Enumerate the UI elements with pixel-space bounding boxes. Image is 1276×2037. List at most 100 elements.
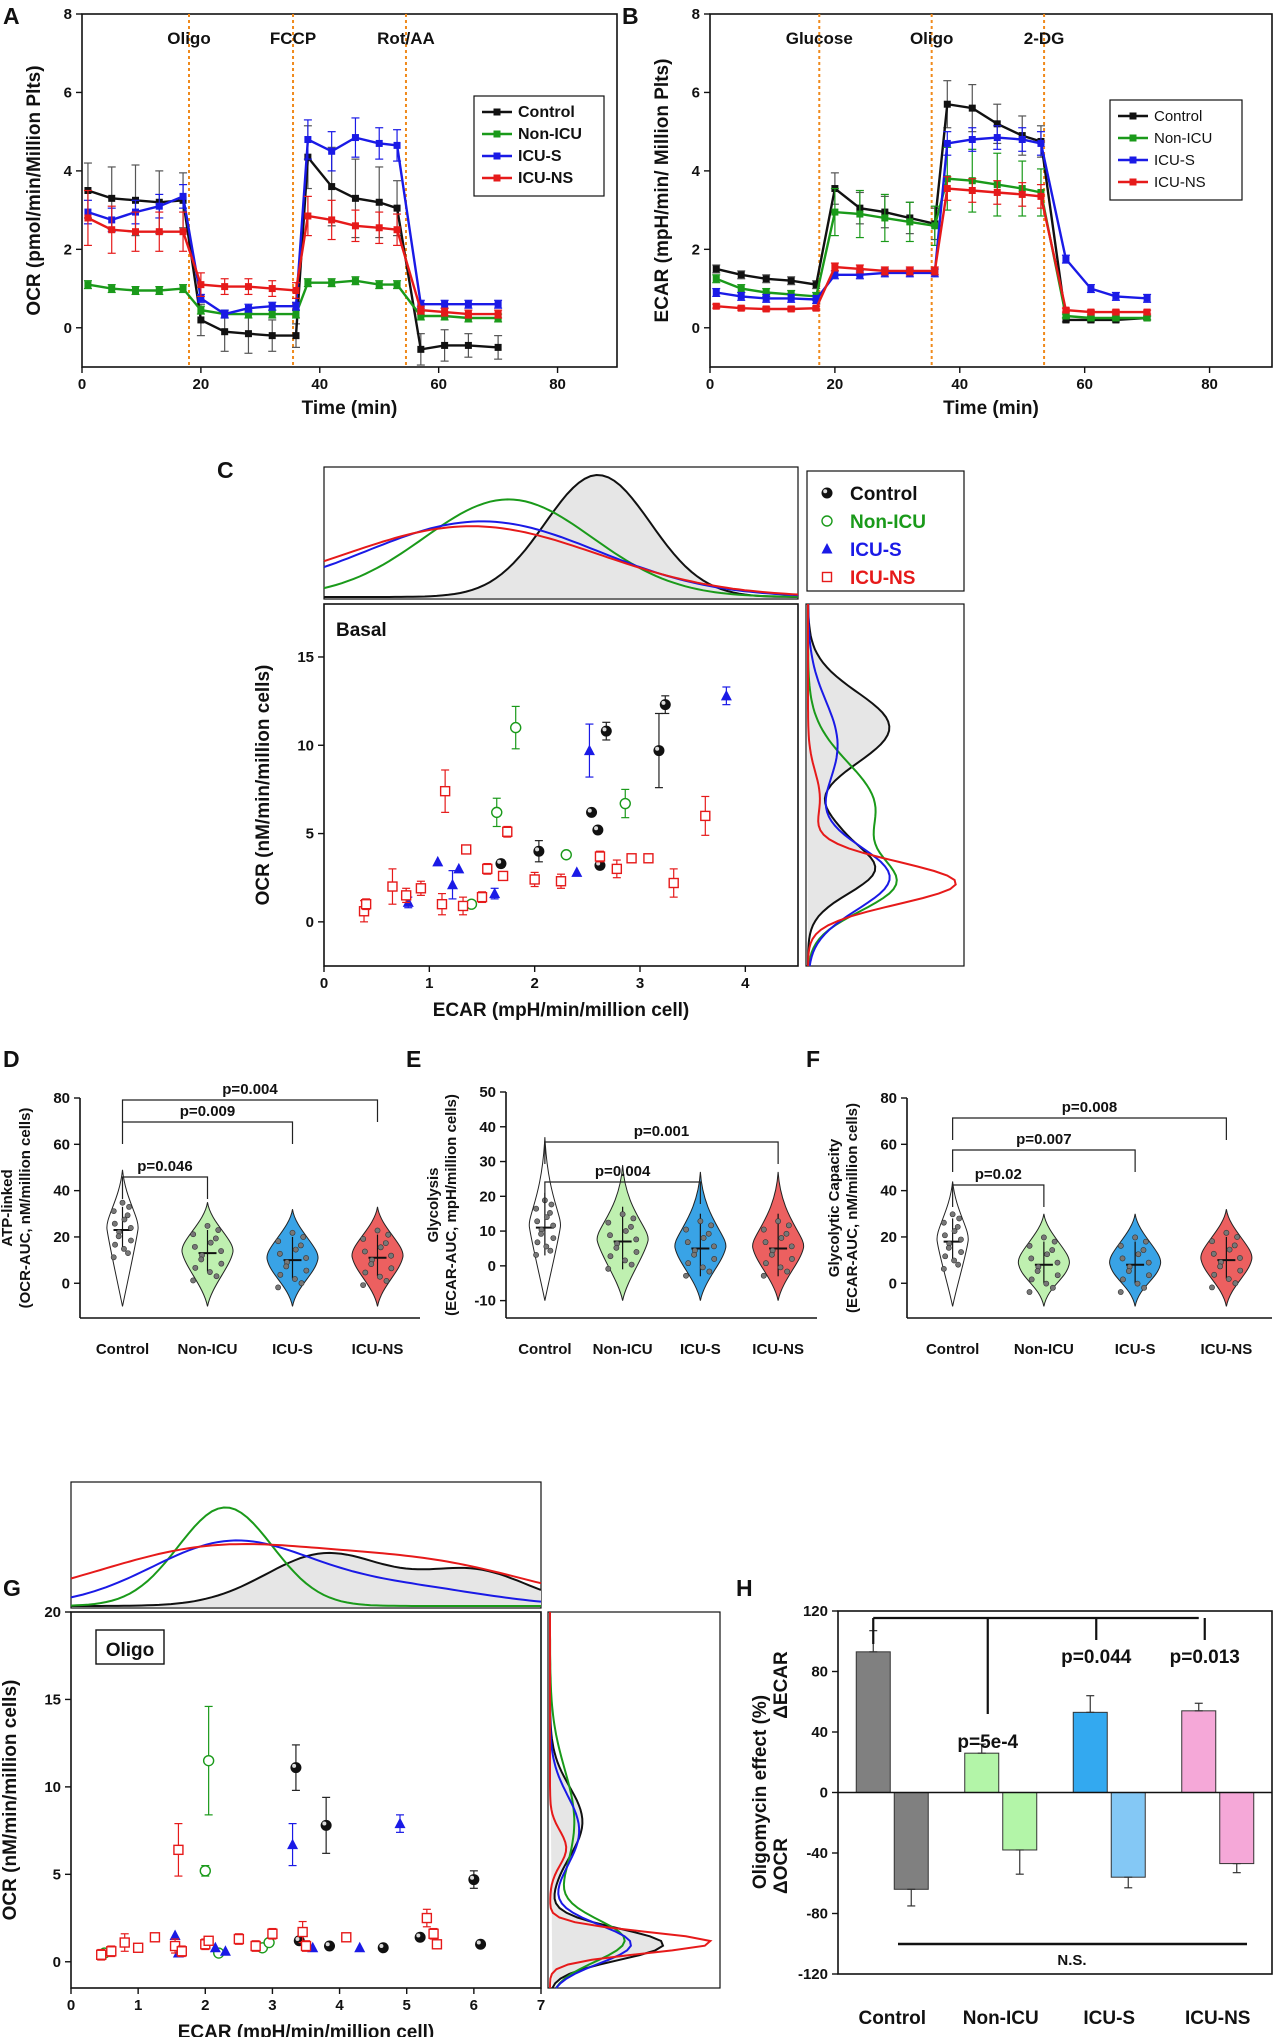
top-density-curve <box>70 1542 542 1585</box>
data-point <box>668 877 679 889</box>
panel-c-xtick-label: 3 <box>636 975 644 992</box>
violin-point <box>684 1239 691 1246</box>
violin-point <box>1142 1238 1149 1245</box>
violin-point <box>362 1269 369 1276</box>
data-point <box>324 1940 335 1952</box>
data-point <box>244 310 252 318</box>
data-point-highlight <box>416 1933 421 1938</box>
violin-point <box>1054 1272 1061 1279</box>
data-point <box>993 134 1001 142</box>
violin-point <box>548 1201 555 1208</box>
data-point <box>453 862 465 874</box>
data-point <box>203 1935 214 1946</box>
category-label: Control <box>96 1341 149 1358</box>
panel-b-ytick-label: 6 <box>692 84 700 101</box>
data-point <box>132 1942 144 1953</box>
violin-point <box>1026 1289 1033 1295</box>
legend-marker-highlight <box>823 489 828 494</box>
panel-b-ytick-label: 2 <box>692 241 700 258</box>
ns-label: N.S. <box>1057 1952 1086 1969</box>
data-point <box>439 785 451 797</box>
violin-point <box>534 1239 541 1246</box>
y-axis-title-units: (ECAR-AUC, nM/million cells) <box>844 1103 861 1313</box>
violin-point <box>533 1252 539 1258</box>
violin-point <box>633 1249 640 1255</box>
violin-point <box>543 1243 550 1250</box>
data-point <box>375 224 383 232</box>
data-point <box>495 858 507 870</box>
bar-delta-ecar <box>1072 1711 1108 1794</box>
violin-point <box>121 1216 128 1223</box>
violin-point <box>277 1271 284 1278</box>
violin-point <box>198 1256 205 1263</box>
data-point <box>1143 314 1151 322</box>
data-point <box>402 896 414 907</box>
data-point <box>108 194 116 202</box>
data-point <box>292 302 300 310</box>
panel-label-e: E <box>406 1046 421 1072</box>
violin-point <box>1135 1251 1142 1258</box>
significance-bracket <box>121 1099 379 1122</box>
panel-b-xtick-label: 0 <box>706 376 714 393</box>
data-point <box>464 310 472 318</box>
violin-point <box>1044 1251 1050 1258</box>
legend-marker <box>821 487 833 499</box>
p-value-label: p=0.009 <box>180 1103 235 1120</box>
y-axis-title: ECAR (mpH/min/ Million Plts) <box>652 59 673 323</box>
violin-point <box>683 1272 689 1279</box>
data-point-highlight <box>594 826 599 831</box>
data-point <box>943 139 951 147</box>
panel-label-g: G <box>3 1575 21 1601</box>
data-point <box>881 214 889 222</box>
violin-point <box>377 1244 384 1251</box>
violin-point <box>628 1223 634 1230</box>
data-point <box>292 287 300 295</box>
legend-marker <box>493 108 501 116</box>
panel-c-ytick-label: 5 <box>306 826 314 843</box>
x-axis-title: ECAR (mpH/min/million cell) <box>433 1000 690 1021</box>
data-point <box>394 1817 406 1829</box>
right-density-curve <box>807 604 891 967</box>
violin-point <box>291 1276 298 1282</box>
panel-g-ytick-label: 15 <box>44 1691 61 1708</box>
data-point <box>1112 314 1120 322</box>
data-point <box>1143 308 1151 316</box>
panel-f-ytick-label: 60 <box>880 1136 897 1153</box>
data-point <box>304 279 312 287</box>
data-point <box>583 744 595 756</box>
legend-marker <box>493 152 501 160</box>
data-point <box>268 285 276 293</box>
violin-point <box>942 1232 948 1239</box>
violin-point <box>1141 1284 1148 1291</box>
legend-label: ICU-NS <box>518 170 573 187</box>
panel-e-violin: -10 0 10 20 30 40 50 Control Non-ICU ICU-S ICU-NS p… <box>425 1084 817 1358</box>
panel-g-scatter: 0 1 2 3 4 5 6 7 0 5 10 15 20 Oligo ECAR (mpH/min/milli… <box>0 1481 721 2037</box>
panel-f-ytick-label: 0 <box>889 1275 897 1292</box>
data-point <box>762 288 770 296</box>
data-point <box>292 310 300 318</box>
data-point <box>943 100 951 108</box>
violin-point <box>760 1226 767 1233</box>
data-point-highlight <box>379 1943 384 1948</box>
data-point <box>169 1929 181 1941</box>
data-point <box>1062 312 1070 320</box>
violin-point <box>1234 1234 1241 1240</box>
panel-g-xtick-label: 7 <box>537 1997 545 2014</box>
data-point <box>441 308 449 316</box>
legend-marker <box>493 130 501 138</box>
violin-point <box>1049 1247 1056 1253</box>
data-point <box>354 1941 366 1953</box>
panel-g-frame <box>70 1611 542 1989</box>
violin-point <box>360 1235 367 1242</box>
violin-point <box>700 1235 707 1241</box>
violin-point <box>110 1254 117 1261</box>
violin-point <box>783 1230 790 1237</box>
panel-d-ytick-label: 0 <box>62 1275 70 1292</box>
data-point <box>375 281 383 289</box>
data-point <box>856 271 864 279</box>
significance-bracket <box>952 1117 1227 1140</box>
p-value-label: p=0.004 <box>595 1163 651 1180</box>
event-label: Glucose <box>786 29 853 48</box>
violin-point <box>699 1264 706 1271</box>
